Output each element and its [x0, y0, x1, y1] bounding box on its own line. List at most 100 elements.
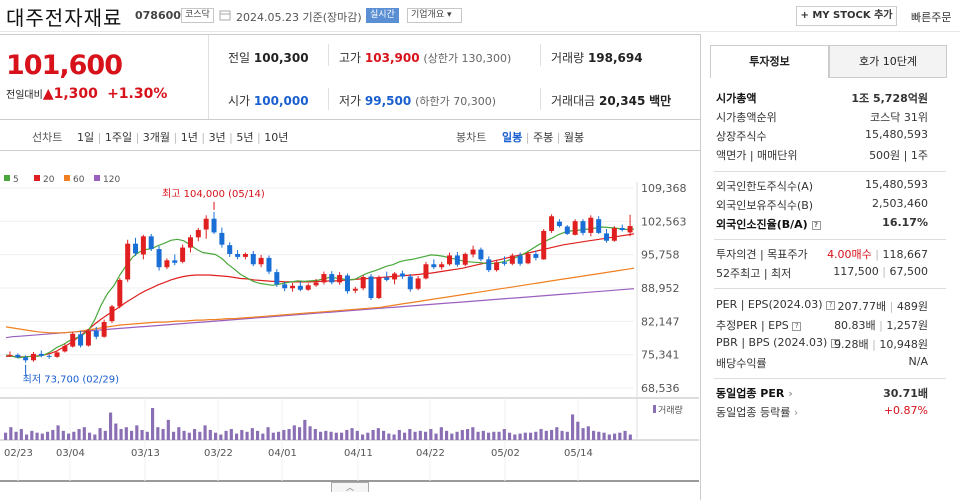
volume-bar	[460, 429, 464, 440]
tab-candle-period-0[interactable]: 일봉	[502, 131, 523, 144]
candle-body	[384, 277, 390, 280]
volume-bar	[35, 432, 39, 440]
candle-body	[195, 229, 201, 238]
candle-body	[70, 333, 76, 347]
tab-line-period-1[interactable]: 1주일	[104, 131, 133, 144]
trade-amount: 거래대금 20,345 백만	[551, 94, 672, 108]
volume-bar	[93, 434, 97, 440]
candle-body	[62, 346, 68, 352]
candle-body	[604, 233, 610, 241]
quick-order-link[interactable]: 빠른주문	[911, 11, 952, 24]
min-annotation: 최저 73,700 (02/29)	[23, 374, 119, 386]
chevron-down-icon: ▾	[444, 10, 452, 20]
ma60-line	[5, 267, 635, 334]
candle-body	[235, 253, 241, 257]
candle-body	[470, 249, 476, 255]
tab-line-period-4[interactable]: 3년	[208, 131, 226, 144]
volume-bar	[418, 430, 422, 440]
info-row: 상장주식수 15,480,593	[716, 128, 928, 143]
volume-bar	[119, 429, 123, 440]
y-tick-label: 88,952	[641, 282, 680, 295]
tab-line-period-3[interactable]: 1년	[180, 131, 198, 144]
volume-bar	[114, 423, 118, 440]
candle-body	[30, 353, 36, 361]
help-icon: ?	[792, 322, 802, 331]
volume-bar	[424, 431, 428, 440]
candle-body	[297, 285, 303, 290]
volume-bar	[334, 432, 338, 440]
volume-bar	[177, 427, 181, 440]
volume-bar	[250, 428, 254, 440]
candle-body	[125, 243, 131, 280]
volume-bar	[124, 427, 128, 440]
volume-bar	[140, 429, 144, 440]
info-row: 배당수익률 N/A	[716, 355, 928, 370]
up-arrow-icon: ▲	[42, 86, 54, 102]
candle-body	[525, 253, 531, 264]
candle-body	[187, 237, 193, 248]
my-stock-add-button[interactable]: + MY STOCK 추가	[796, 6, 897, 26]
info-row: PBR | BPS (2024.03) ? 9.28배 | 10,948원	[716, 336, 928, 351]
volume-bar	[19, 429, 23, 440]
stock-chart[interactable]: 5 20 60 120 109,368 102,563 95,758 88,952 82,147…	[0, 152, 700, 500]
volume-bar	[366, 432, 370, 440]
info-row: 시가총액 1조 5,728억원	[716, 92, 928, 105]
info-row: 52주최고 | 최저 117,500 | 67,500	[716, 265, 928, 280]
candle-body	[7, 354, 13, 356]
candle-body	[494, 262, 500, 271]
candle-body	[596, 219, 602, 233]
candle-body	[117, 279, 123, 307]
volume-bar	[324, 430, 328, 440]
info-row: 시가총액순위 코스닥 31위	[716, 111, 928, 124]
volume-bar	[271, 432, 275, 440]
volume-bar	[534, 431, 538, 440]
tab-investment-info[interactable]: 투자정보	[710, 45, 829, 78]
max-annotation: 최고 104,000 (05/14)	[162, 188, 265, 200]
tab-line-period-6[interactable]: 10년	[264, 131, 289, 144]
realtime-button[interactable]: 실시간	[366, 8, 399, 23]
candle-body	[611, 228, 617, 241]
volume-bar	[135, 425, 139, 440]
volume-bar	[481, 430, 485, 440]
tab-line-period-0[interactable]: 1일	[77, 131, 95, 144]
volume-bar	[471, 427, 475, 440]
tab-line-period-5[interactable]: 5년	[236, 131, 254, 144]
volume-bar	[198, 431, 202, 440]
volume-bar	[51, 429, 55, 440]
candle-body	[541, 230, 547, 260]
volume-bar	[40, 433, 44, 440]
collapse-chart-button[interactable]: ︿	[331, 482, 369, 492]
volume-bar	[224, 430, 228, 440]
candle-body	[533, 253, 539, 258]
volume-bar	[445, 430, 449, 440]
tab-orderbook-10[interactable]: 호가 10단계	[829, 45, 947, 78]
tab-candle-period-2[interactable]: 월봉	[563, 131, 585, 144]
x-tick-label: 04/01	[268, 448, 297, 459]
x-tick-label: 05/14	[564, 448, 593, 459]
volume-bar	[287, 429, 291, 440]
candle-body	[305, 285, 311, 290]
stock-code: 078600	[135, 9, 181, 22]
high-price: 고가 103,900 (상한가 130,300)	[339, 51, 512, 65]
chevron-right-icon: ›	[788, 387, 793, 400]
info-row: 외국인소진율(B/A) ? 16.17%	[716, 216, 928, 231]
volume-bar	[240, 429, 244, 440]
company-overview-dropdown[interactable]: 기업개요 ▾	[407, 8, 462, 23]
volume-bar	[361, 434, 365, 440]
tab-candle-period-1[interactable]: 주봉	[532, 131, 554, 144]
y-tick-label: 109,368	[641, 182, 687, 195]
volume-bar	[592, 430, 596, 440]
tab-line-period-2[interactable]: 3개월	[142, 131, 171, 144]
candle-body	[337, 275, 343, 283]
volume-bar	[77, 429, 81, 440]
volume-bar	[439, 427, 443, 440]
volume-bar	[88, 432, 92, 440]
volume-bar	[319, 431, 323, 440]
base-date: 2024.05.23 기준(장마감)	[236, 11, 362, 24]
volume-bar	[214, 432, 218, 440]
volume-bar	[550, 429, 554, 440]
volume-bar	[266, 427, 270, 440]
volume-bar	[72, 431, 76, 440]
candle-body	[423, 264, 429, 279]
info-row: PER | EPS(2024.03) ? 207.77배 | 489원	[716, 298, 928, 313]
